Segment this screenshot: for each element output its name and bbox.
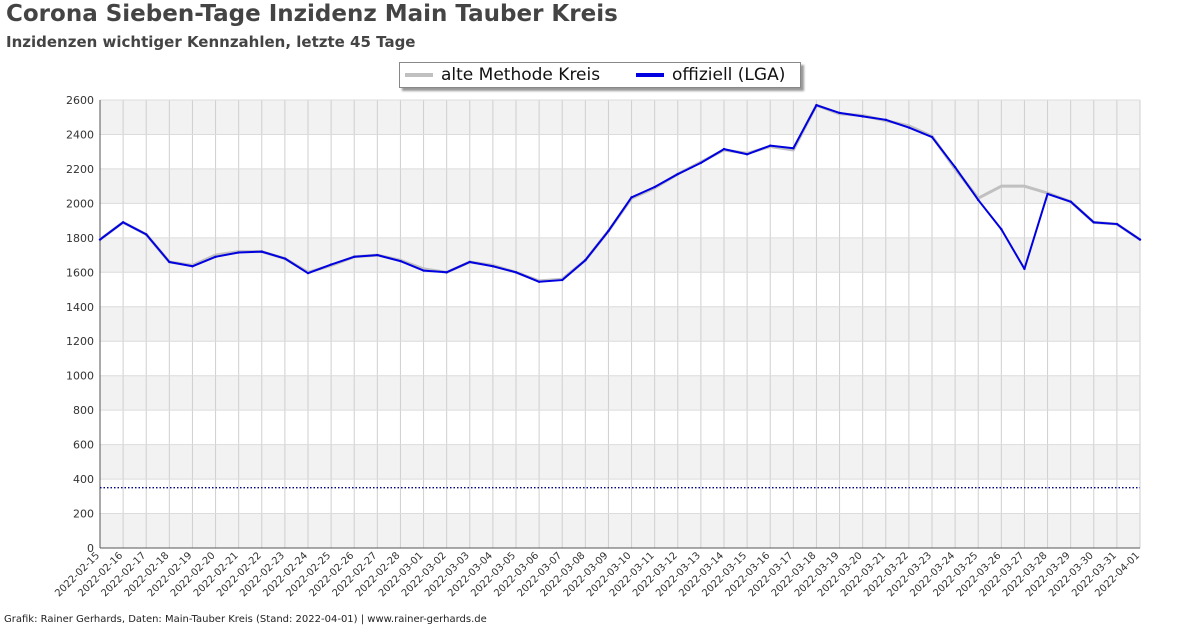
data-point-series-2	[237, 251, 240, 254]
data-point-series-2	[1000, 228, 1003, 231]
data-point-series-2	[1069, 200, 1072, 203]
y-tick-label: 200	[73, 508, 94, 521]
data-point-series-2	[769, 144, 772, 147]
data-point-series-2	[584, 259, 587, 262]
grid-band	[100, 168, 1140, 204]
y-tick-label: 2000	[66, 197, 94, 210]
y-tick-label: 1400	[66, 301, 94, 314]
data-point-series-2	[792, 147, 795, 150]
chart-subtitle: Inzidenzen wichtiger Kennzahlen, letzte …	[6, 33, 416, 51]
data-point-series-2	[491, 265, 495, 268]
y-tick-label: 600	[73, 439, 94, 452]
data-point-series-2	[514, 271, 518, 274]
data-point-series-1	[792, 148, 795, 152]
data-point-series-2	[260, 250, 263, 253]
legend-label-series-1: alte Methode Kreis	[441, 65, 601, 85]
y-tick-label: 2600	[66, 94, 94, 107]
data-point-series-2	[191, 265, 194, 268]
grid-band	[100, 513, 1140, 548]
footer-credit: Grafik: Rainer Gerhards, Daten: Main-Tau…	[4, 614, 487, 625]
data-point-series-2	[722, 147, 726, 151]
y-tick-label: 1600	[66, 266, 94, 279]
data-point-series-2	[168, 260, 171, 264]
legend: alte Methode Kreis offiziell (LGA)	[399, 62, 801, 88]
data-point-series-2	[930, 135, 934, 139]
data-point-series-2	[445, 271, 448, 274]
data-point-series-2	[1092, 221, 1095, 224]
data-point-series-2	[121, 221, 125, 224]
data-point-series-2	[907, 126, 911, 129]
data-point-series-2	[537, 280, 541, 283]
legend-item-series-2: offiziell (LGA)	[636, 65, 785, 85]
data-point-series-2	[607, 229, 610, 233]
data-point-series-2	[468, 260, 471, 264]
data-point-series-2	[838, 111, 841, 115]
data-point-series-2	[376, 253, 379, 257]
data-point-series-2	[977, 198, 980, 202]
legend-label-series-2: offiziell (LGA)	[672, 65, 786, 85]
y-tick-label: 2200	[66, 163, 94, 176]
grid-band	[100, 444, 1140, 480]
data-point-series-2	[953, 166, 957, 169]
grid-band	[100, 306, 1140, 342]
data-point-series-2	[884, 118, 887, 122]
y-tick-label: 400	[73, 473, 94, 486]
grid-band	[100, 375, 1140, 411]
data-point-series-2	[98, 238, 102, 241]
y-tick-label: 1000	[66, 370, 94, 383]
grid-band	[100, 100, 1140, 135]
series-line-2	[99, 104, 1141, 283]
data-point-series-2	[353, 255, 356, 258]
data-point-series-2	[745, 153, 749, 156]
data-point-series-2	[1023, 267, 1026, 271]
data-point-series-2	[561, 278, 564, 282]
data-point-series-2	[283, 257, 287, 260]
data-point-series-2	[145, 233, 148, 236]
y-tick-label: 800	[73, 404, 94, 417]
data-point-series-2	[214, 255, 217, 258]
data-point-series-2	[399, 259, 402, 263]
data-point-series-2	[676, 172, 679, 176]
y-tick-label: 0	[87, 542, 94, 555]
y-tick-label: 2400	[66, 128, 94, 141]
data-point-series-2	[630, 196, 633, 199]
data-point-series-2	[1046, 192, 1049, 196]
data-point-series-1	[1000, 184, 1003, 188]
data-point-series-2	[422, 269, 425, 272]
data-point-series-2	[329, 263, 333, 266]
legend-swatch-series-2	[636, 73, 664, 77]
data-point-series-2	[1138, 238, 1142, 241]
legend-item-series-1: alte Methode Kreis	[405, 65, 600, 85]
legend-swatch-series-1	[405, 73, 433, 77]
data-point-series-2	[861, 115, 864, 118]
y-tick-label: 1200	[66, 335, 94, 348]
grid-band	[100, 237, 1140, 273]
data-point-series-2	[815, 103, 818, 107]
data-point-series-1	[1023, 184, 1026, 188]
data-point-series-2	[1115, 222, 1119, 226]
data-point-series-2	[699, 161, 703, 165]
data-point-series-2	[306, 271, 310, 275]
chart-title: Corona Sieben-Tage Inzidenz Main Tauber …	[6, 1, 618, 27]
data-point-series-2	[653, 185, 656, 189]
y-tick-label: 1800	[66, 232, 94, 245]
